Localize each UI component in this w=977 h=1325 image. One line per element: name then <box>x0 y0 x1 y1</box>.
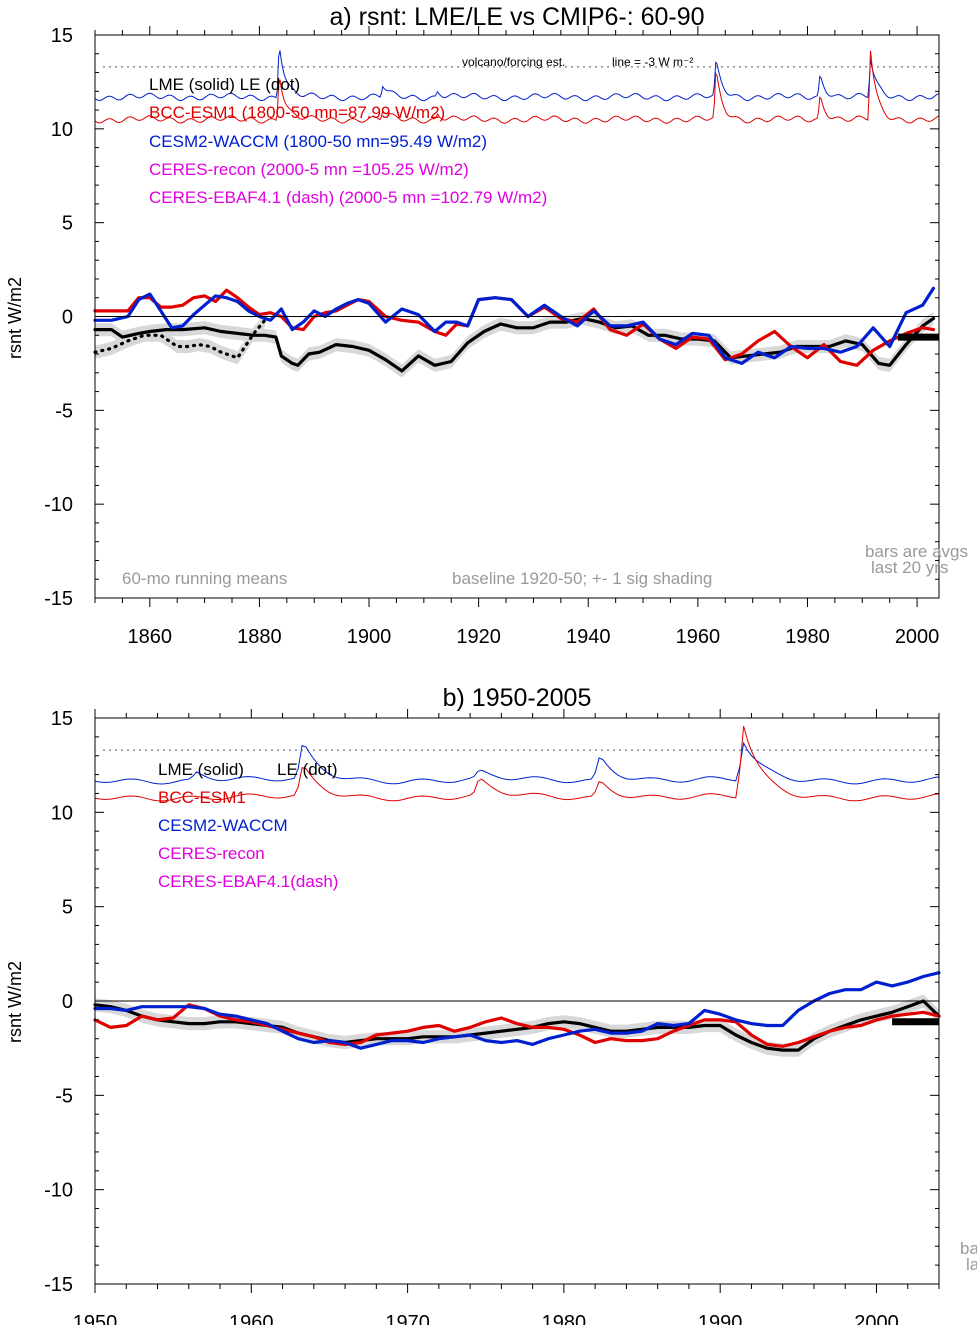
panel-a-baseline: baseline 1920-50; +- 1 sig shading <box>452 569 712 588</box>
panel-b-series <box>93 971 941 1052</box>
panel-b: b) 1950-2005 rsnt W/m2 -15 -10 -5 0 5 10 15 195… <box>5 684 977 1325</box>
series-line-lme <box>93 999 941 1052</box>
x-tick-label: 1920 <box>456 626 501 648</box>
legend-cesm: CESM2-WACCM (1800-50 mn=95.49 W/m2) <box>149 132 487 151</box>
panel-a-axes: -15 -10 -5 0 5 10 15 1860 1880 1900 1920 1940 1960 19… <box>44 25 940 648</box>
series-line-bcc-esm1 <box>93 288 936 367</box>
panel-b-bars-note-1: ba <box>960 1239 977 1258</box>
x-tick-label: 1980 <box>542 1312 587 1325</box>
legend-cesm: CESM2-WACCM <box>158 816 288 835</box>
panel-a: a) rsnt: LME/LE vs CMIP6-: 60-90 rsnt W/… <box>5 3 968 648</box>
legend-bcc: BCC-ESM1 (1800-50 mn=87.99 W/m2) <box>149 103 445 122</box>
panel-b-ylabel: rsnt W/m2 <box>5 961 25 1043</box>
x-tick-label: 1940 <box>566 626 611 648</box>
panel-a-line-label: line = -3 W m⁻² <box>612 55 693 69</box>
y-tick-label: -15 <box>44 588 73 610</box>
forcing-line-bcc <box>94 725 940 802</box>
panel-a-sigma-shading <box>95 311 934 378</box>
panel-a-volcano-label: volcano/forcing est. <box>462 55 565 69</box>
y-tick-label: -10 <box>44 1180 73 1202</box>
series-line-bcc-esm1 <box>93 1003 941 1048</box>
x-tick-label: 2000 <box>895 626 940 648</box>
x-tick-label: 1860 <box>128 626 173 648</box>
x-tick-label: 1960 <box>676 626 721 648</box>
y-tick-label: 10 <box>51 119 73 141</box>
x-tick-label: 1970 <box>385 1312 430 1325</box>
x-tick-label: 1980 <box>785 626 830 648</box>
panel-a-forcing-lines <box>94 50 940 124</box>
series-line-cesm2-waccm <box>93 286 936 365</box>
y-tick-label: -15 <box>44 1274 73 1296</box>
legend-bcc: BCC-ESM1 <box>158 788 246 807</box>
legend-ceres-recon: CERES-recon <box>158 844 265 863</box>
y-tick-label: -5 <box>55 1085 73 1107</box>
panel-a-series <box>93 286 939 373</box>
legend-lme: LME (solid) LE (dot) <box>149 75 300 94</box>
panel-a-bars-note-1: bars are avgs <box>865 542 968 561</box>
sigma-band-lme <box>95 311 934 378</box>
y-tick-label: 0 <box>62 991 73 1013</box>
legend-ceres-recon: CERES-recon (2000-5 mn =105.25 W/m2) <box>149 160 469 179</box>
panel-a-running-means: 60-mo running means <box>122 569 287 588</box>
y-tick-label: -10 <box>44 494 73 516</box>
x-tick-label: 1990 <box>698 1312 743 1325</box>
y-tick-label: 15 <box>51 25 73 47</box>
panel-b-forcing-lines <box>94 725 940 802</box>
x-tick-label: 1960 <box>229 1312 274 1325</box>
y-tick-label: -5 <box>55 400 73 422</box>
panel-b-title: b) 1950-2005 <box>443 684 592 712</box>
y-tick-label: 5 <box>62 897 73 919</box>
y-tick-label: 5 <box>62 213 73 235</box>
legend-lme: LME (solid) LE (dot) <box>158 760 338 779</box>
panel-a-ylabel: rsnt W/m2 <box>5 277 25 359</box>
y-tick-label: 0 <box>62 307 73 329</box>
panel-b-axes: -15 -10 -5 0 5 10 15 1950 1960 1970 1980 1990 2000 <box>44 708 940 1325</box>
x-tick-label: 1880 <box>237 626 282 648</box>
panel-a-bars-note-2: last 20 yrs <box>871 558 948 577</box>
panel-b-legend: LME (solid) LE (dot) BCC-ESM1 CESM2-WACC… <box>158 760 338 891</box>
forcing-line-cesm <box>94 50 940 102</box>
forcing-line-bcc <box>94 50 940 124</box>
legend-ceres-ebaf: CERES-EBAF4.1 (dash) (2000-5 mn =102.79 … <box>149 188 547 207</box>
x-tick-label: 2000 <box>854 1312 899 1325</box>
panel-b-bars-note-2: la <box>966 1255 977 1274</box>
y-tick-label: 10 <box>51 802 73 824</box>
legend-ceres-ebaf: CERES-EBAF4.1(dash) <box>158 872 338 891</box>
series-line-le <box>93 318 267 360</box>
y-tick-label: 15 <box>51 708 73 730</box>
forcing-line-cesm <box>94 741 940 785</box>
panel-a-title: a) rsnt: LME/LE vs CMIP6-: 60-90 <box>329 3 704 31</box>
series-line-cesm2-waccm <box>93 971 941 1050</box>
x-tick-label: 1950 <box>73 1312 118 1325</box>
panel-a-legend: LME (solid) LE (dot) BCC-ESM1 (1800-50 m… <box>149 75 547 207</box>
x-tick-label: 1900 <box>347 626 392 648</box>
